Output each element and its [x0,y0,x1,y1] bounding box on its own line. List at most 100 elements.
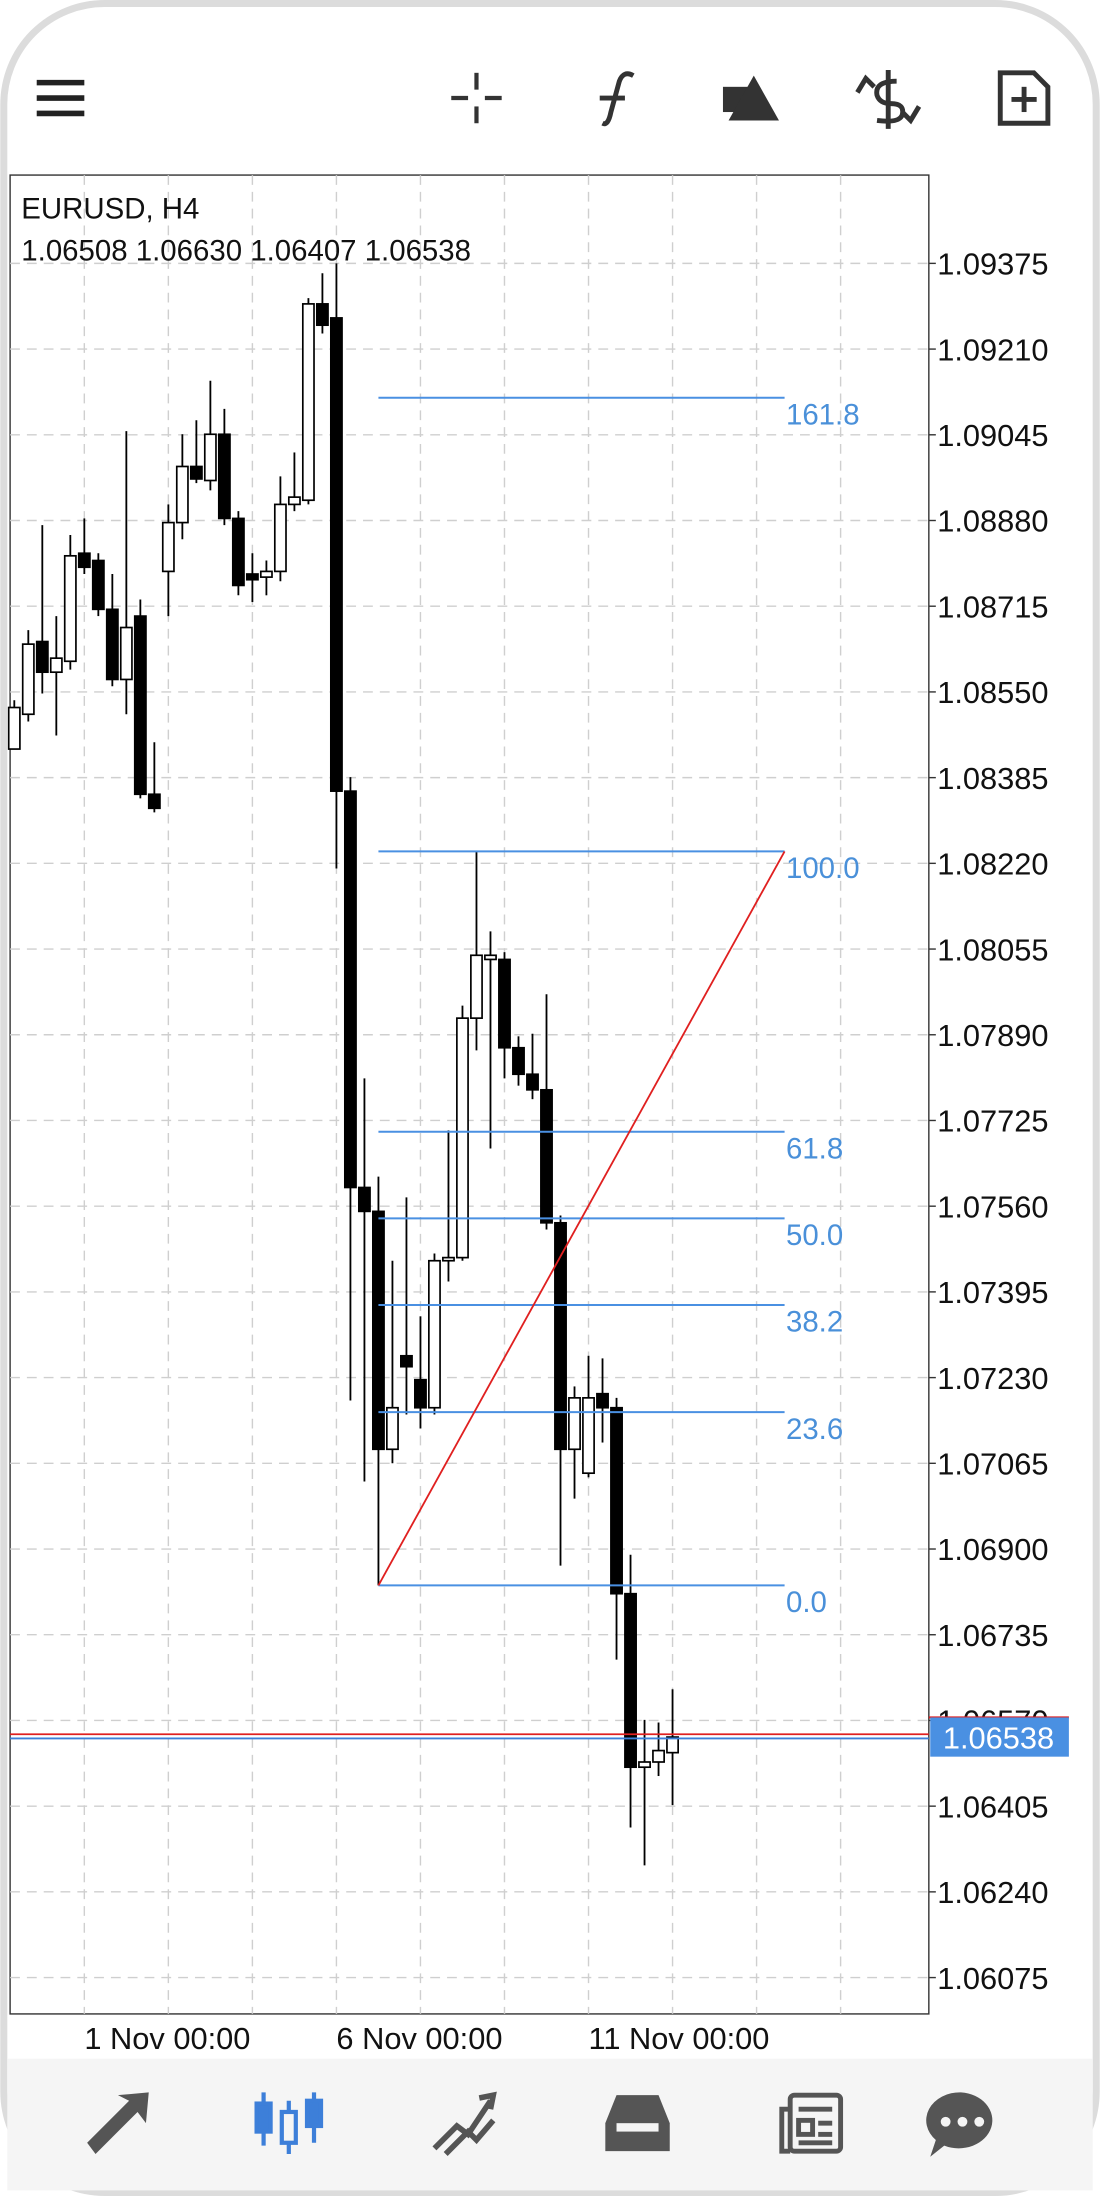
y-tick-label: 1.09210 [937,332,1048,367]
y-tick-label: 1.09045 [937,418,1048,453]
candle-body [343,790,357,1189]
y-tick-label: 1.08550 [937,675,1048,710]
y-tick-label: 1.07725 [937,1104,1048,1139]
quote-label: 1.06508 1.06630 1.06407 1.06538 [21,234,471,267]
candle-body [189,465,203,480]
y-tick-label: 1.07890 [937,1018,1048,1053]
fibo-level-label: 61.8 [786,1132,843,1165]
chart-tab[interactable] [254,2092,324,2154]
candle-body [414,1378,427,1409]
candle-body [91,559,105,611]
fibo-level-label: 23.6 [786,1413,843,1446]
price-label: 1.06538 [943,1720,1054,1755]
fibo-level-label: 50.0 [786,1219,843,1252]
candle-body [610,1406,623,1595]
y-tick-label: 1.06900 [937,1532,1048,1567]
chart-layer: 0.0 23.6 38.2 50.0 61.8 100.0 161.8 [7,175,929,2014]
y-tick-label: 1.06240 [937,1875,1048,1910]
candle-body [231,517,245,587]
y-tick-label: 1.06075 [937,1961,1048,1996]
candle-body [624,1592,637,1769]
candle-body [470,954,483,1019]
candle-body [652,1749,665,1763]
candle-body [554,1221,567,1451]
indicators-button[interactable] [599,71,635,127]
y-tick-label: 1.06405 [937,1789,1048,1824]
new-order-button[interactable] [997,70,1051,126]
candle-body [428,1259,441,1409]
plot-area [9,174,930,2015]
candle-body [105,608,119,681]
candle-body [638,1761,651,1769]
trade-button[interactable] [855,70,922,129]
candle-body [301,303,315,502]
menu-button[interactable] [36,79,85,117]
candle-body [217,433,231,520]
fibo-level-label: 100.0 [786,852,860,885]
candle-body [582,1397,595,1475]
quotes-tab[interactable] [87,2092,149,2154]
news-tab[interactable] [779,2092,844,2154]
x-tick-label: 1 Nov 00:00 [84,2021,250,2056]
candle-body [540,1088,553,1224]
candle-body [329,317,343,792]
candle-body [133,615,147,796]
candle-body [400,1354,413,1368]
candle-body [273,503,287,573]
candle-body [203,433,217,482]
y-tick-label: 1.07395 [937,1275,1048,1310]
candle-body [119,626,133,681]
candle-body [315,303,329,327]
trade-tab[interactable] [432,2091,497,2156]
candle-body [175,465,189,524]
price-label-box [930,1717,1069,1757]
y-tick-label: 1.07230 [937,1361,1048,1396]
chat-tab[interactable] [926,2092,993,2157]
y-tick-label: 1.07065 [937,1447,1048,1482]
candle-body [498,958,511,1049]
y-tick-label: 1.08385 [937,761,1048,796]
candle-body [7,706,21,750]
fibo-level-label: 161.8 [786,398,860,431]
candle-body [259,570,273,578]
symbol-label: EURUSD, H4 [21,192,199,225]
candle-body [245,573,259,581]
y-tick-label: 1.06735 [937,1618,1048,1653]
candle-body [456,1017,469,1259]
y-tick-label: 1.09375 [937,247,1048,282]
x-tick-label: 11 Nov 00:00 [589,2021,770,2056]
y-tick-label: 1.08715 [937,589,1048,624]
candle-body [161,521,175,573]
crosshair-button[interactable] [451,72,502,124]
candle-body [526,1073,539,1091]
candle-body [63,554,77,663]
fibo-trendline [377,850,786,1586]
y-tick-label: 1.08220 [937,847,1048,882]
candle-body [666,1736,679,1754]
x-tick-label: 6 Nov 00:00 [336,2021,502,2056]
y-tick-label: 1.08055 [937,932,1048,967]
y-tick-label: 1.07560 [937,1189,1048,1224]
history-tab[interactable] [605,2095,670,2152]
candle-body [35,640,49,674]
tab-bar [7,2058,1093,2191]
objects-button[interactable] [722,75,779,121]
candle-body [21,643,35,716]
candle-body [77,552,91,569]
candle-body [287,496,301,506]
candle-body [442,1256,455,1262]
candle-body [357,1186,371,1213]
candle-body [147,793,161,810]
candle-body [49,657,63,674]
candle-body [512,1046,525,1076]
fibo-level-label: 38.2 [786,1306,843,1339]
fibo-level-label: 0.0 [786,1586,827,1619]
candle-body [596,1392,609,1409]
candle-body [484,954,497,961]
candle-body [568,1397,581,1451]
candle-body [386,1406,399,1451]
y-tick-label: 1.08880 [937,504,1048,539]
candle-body [371,1210,385,1451]
